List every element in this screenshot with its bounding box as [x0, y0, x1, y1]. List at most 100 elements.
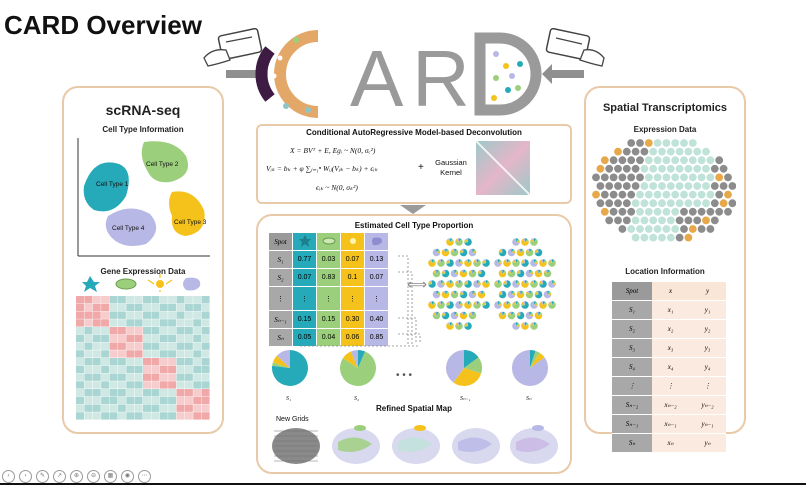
table-row: Sₙ₋₁ xₙ₋₁ yₙ₋₁ — [612, 414, 726, 434]
pie-slice — [525, 311, 534, 320]
heatmap-cell — [193, 311, 202, 319]
pie-slice — [446, 259, 454, 267]
heatmap-cell — [168, 373, 177, 381]
expression-spot — [671, 225, 680, 233]
pie-slice — [525, 238, 528, 242]
pie-slice — [428, 301, 436, 309]
pie-slice — [443, 248, 446, 253]
pie-slice — [521, 280, 529, 288]
expression-spot — [618, 207, 627, 216]
expression-spot — [724, 207, 732, 216]
heatmap-cell — [143, 373, 151, 381]
heatmap-cell — [109, 412, 118, 420]
pie-slice — [518, 248, 521, 253]
heatmap-cell — [92, 350, 101, 358]
heatmap-cell — [117, 319, 126, 327]
pie-slice — [454, 312, 459, 316]
heatmap-cell — [84, 358, 93, 366]
pie-slice — [438, 301, 441, 305]
pie-slice — [479, 290, 482, 295]
camera-icon[interactable]: ◉ — [121, 469, 134, 483]
heatmap-cell — [151, 350, 160, 358]
heatmap-cell — [126, 381, 135, 389]
zoom-icon[interactable]: ⊕ — [70, 469, 83, 483]
pie-slice — [543, 301, 546, 305]
pie-slice — [529, 270, 534, 274]
heatmap-cell — [168, 412, 177, 420]
heatmap-cell — [117, 303, 126, 312]
heatmap-cell — [176, 396, 185, 405]
heatmap-cell — [168, 404, 177, 412]
heatmap-cell — [134, 334, 143, 343]
heatmap-cell — [134, 389, 143, 397]
pie-slice — [450, 322, 453, 326]
refined-map — [392, 428, 440, 464]
heatmap-cell — [101, 404, 110, 412]
pie-slice — [494, 301, 502, 309]
heatmap-cell — [184, 311, 193, 319]
next-icon[interactable]: › — [19, 469, 32, 483]
pie-slice — [454, 314, 459, 317]
expression-spot — [697, 207, 706, 216]
heatmap-cell — [126, 350, 135, 358]
pie-slice — [482, 303, 486, 307]
pie-slice — [503, 282, 507, 286]
heatmap-cell — [176, 303, 185, 312]
pie-slice — [477, 301, 480, 305]
pie-slice — [468, 259, 471, 263]
expression-spot — [715, 190, 724, 199]
pie-slice — [521, 261, 525, 265]
loc-header-y: y — [689, 282, 726, 301]
heatmap-cell — [143, 396, 151, 405]
pie-slice — [450, 269, 459, 278]
heatmap-cell — [109, 381, 118, 389]
pie-slice — [516, 240, 520, 244]
pointer-icon[interactable]: ↗ — [53, 469, 66, 483]
heatmap-cell — [159, 389, 168, 397]
pie-slice — [465, 238, 468, 242]
pie-slice — [477, 280, 480, 284]
pie-slice — [516, 259, 519, 263]
pie-slice — [534, 293, 539, 296]
heatmap-cell — [176, 319, 185, 327]
grid-icon[interactable]: ▦ — [104, 469, 117, 483]
heatmap-cell — [126, 404, 135, 412]
expression-spot — [618, 156, 627, 165]
heatmap-cell — [126, 412, 135, 420]
expression-spot — [649, 182, 658, 190]
pie-slice — [450, 311, 459, 320]
expression-spot — [618, 225, 627, 233]
pie-slice — [498, 270, 507, 278]
pie-slice — [463, 312, 468, 316]
heatmap-cell — [201, 358, 210, 366]
pie-label: Sₙ₋₁ — [460, 396, 471, 402]
heatmap-cell — [168, 365, 177, 374]
pie-slice — [520, 291, 525, 295]
prev-icon[interactable]: ‹ — [2, 469, 15, 483]
pie-slice — [531, 322, 534, 326]
pie-slice — [534, 312, 543, 320]
expression-spot — [653, 156, 662, 165]
pie-slice — [455, 238, 459, 242]
pie-slice — [525, 291, 534, 299]
pie-slice — [441, 272, 446, 275]
pie-slice — [498, 301, 501, 305]
pie-slice — [482, 280, 490, 288]
pie-slice — [436, 248, 439, 253]
expression-spot — [600, 207, 609, 216]
pie-slice — [459, 259, 462, 263]
svg-text:R: R — [412, 34, 470, 120]
pie-slice — [498, 293, 503, 296]
pie-slice — [482, 259, 490, 267]
expression-spot — [671, 139, 680, 147]
more-icon[interactable]: ⋯ — [138, 469, 151, 483]
expression-spot — [702, 199, 710, 208]
cell-type-1-label: Cell Type 1 — [96, 181, 129, 188]
pen-icon[interactable]: ✎ — [36, 469, 49, 483]
pie-slice — [539, 259, 547, 267]
pie-slice — [507, 301, 511, 305]
expression-spot — [728, 199, 736, 208]
pie-slice — [276, 350, 290, 368]
cell-type-3-label: Cell Type 3 — [174, 219, 207, 226]
zoom-out-icon[interactable]: ⊖ — [87, 469, 100, 483]
